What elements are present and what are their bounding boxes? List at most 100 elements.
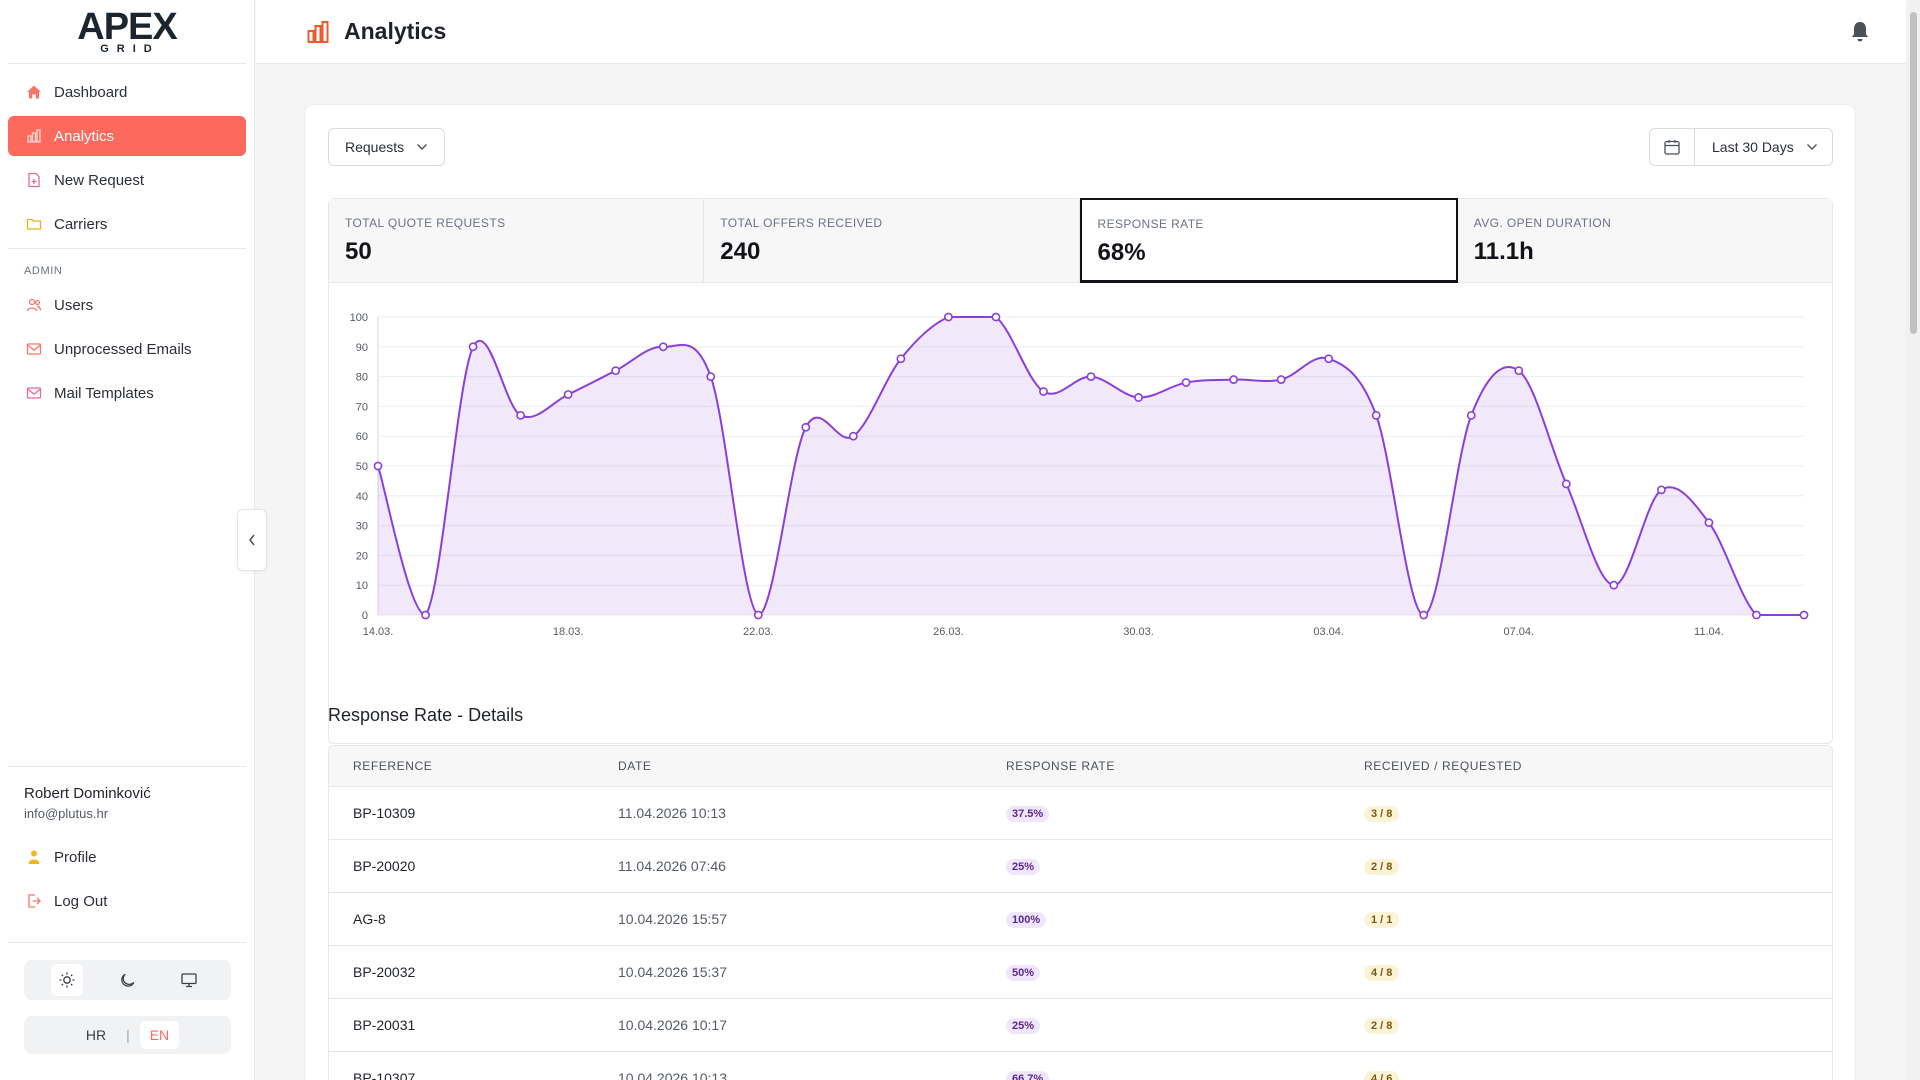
nav-item-logout[interactable]: Log Out — [8, 881, 246, 921]
response-rate-chart: 0 10 20 30 40 50 60 70 80 90 100 14.03. 18.03. 22.03.… — [329, 283, 1832, 743]
scrollbar-thumb[interactable] — [1910, 12, 1917, 334]
bell-icon[interactable] — [1850, 20, 1870, 42]
response-rate-badge: 66.7% — [1006, 1071, 1050, 1080]
column-header-date[interactable]: DATE — [618, 759, 652, 773]
data-point — [1229, 375, 1238, 384]
sidebar-collapse-button[interactable] — [237, 509, 267, 571]
theme-system-button[interactable] — [173, 964, 205, 996]
nav-item-mail-templates[interactable]: Mail Templates — [8, 373, 246, 413]
nav-label: Mail Templates — [54, 384, 154, 402]
language-hr-button[interactable]: HR — [85, 1027, 107, 1043]
nav-item-unprocessed-emails[interactable]: Unprocessed Emails — [8, 329, 246, 369]
cell-reference: BP-10309 — [353, 805, 416, 821]
logo[interactable]: APEX GRID — [8, 0, 246, 64]
table-row[interactable]: BP-20032 10.04.2026 15:37 50% 4 / 8 — [329, 946, 1832, 999]
date-range-dropdown[interactable]: Last 30 Days — [1649, 128, 1833, 166]
nav-item-dashboard[interactable]: Dashboard — [8, 72, 246, 112]
nav-item-carriers[interactable]: Carriers — [8, 204, 246, 244]
table-row[interactable]: AG-8 10.04.2026 15:57 100% 1 / 1 — [329, 893, 1832, 946]
data-point — [896, 354, 906, 364]
data-point — [1134, 393, 1143, 402]
table-row[interactable]: BP-10307 10.04.2026 10:13 66.7% 4 / 6 — [329, 1052, 1832, 1080]
chevron-down-icon — [1807, 144, 1817, 150]
data-point — [706, 372, 716, 381]
nav-item-profile[interactable]: Profile — [8, 837, 246, 877]
data-point — [801, 422, 811, 432]
nav-label: Analytics — [54, 127, 115, 145]
cell-received-requested: 4 / 8 — [1364, 963, 1832, 981]
cell-response-rate: 37.5% — [1006, 804, 1364, 822]
x-tick-label: 26.03. — [933, 626, 964, 638]
nav-item-analytics[interactable]: Analytics — [8, 116, 246, 156]
kpi-tabs: TOTAL QUOTE REQUESTS 50 TOTAL OFFERS REC… — [329, 198, 1832, 283]
response-rate-badge: 100% — [1006, 912, 1047, 928]
cell-date: 11.04.2026 10:13 — [618, 805, 726, 821]
cell-response-rate: 100% — [1006, 910, 1364, 928]
theme-light-button[interactable] — [50, 964, 83, 996]
column-header-received-requested[interactable]: RECEIVED / REQUESTED — [1364, 759, 1523, 773]
mail-icon — [26, 343, 42, 355]
response-rate-badge: 37.5% — [1006, 806, 1050, 822]
language-en-button[interactable]: EN — [139, 1021, 180, 1049]
main-nav: Dashboard Analytics New Request Carriers… — [0, 64, 254, 425]
theme-dark-button[interactable] — [112, 964, 144, 996]
y-tick-label: 50 — [356, 461, 368, 473]
date-range-value: Last 30 Days — [1712, 139, 1794, 155]
response-rate-badge: 25% — [1006, 1018, 1041, 1034]
kpi-value: 68% — [1097, 239, 1146, 266]
data-point — [1039, 387, 1048, 396]
kpi-label: AVG. OPEN DURATION — [1473, 216, 1612, 230]
cell-response-rate: 25% — [1006, 857, 1364, 875]
kpi-total-offers-received[interactable]: TOTAL OFFERS RECEIVED 240 — [704, 199, 1080, 282]
language-toggle: HR | EN — [24, 1016, 231, 1054]
data-point — [421, 610, 430, 620]
data-point — [1799, 610, 1809, 620]
received-requested-badge: 4 / 8 — [1364, 965, 1400, 981]
logo-subtitle: GRID — [100, 43, 160, 55]
table-row[interactable]: BP-20031 10.04.2026 10:17 25% 2 / 8 — [329, 999, 1832, 1052]
response-rate-badge: 25% — [1006, 859, 1041, 875]
column-header-response-rate[interactable]: RESPONSE RATE — [1006, 759, 1115, 773]
x-tick-label: 22.03. — [743, 626, 774, 638]
details-title: Response Rate - Details — [328, 705, 524, 725]
nav-item-users[interactable]: Users — [8, 285, 246, 325]
kpi-total-quote-requests[interactable]: TOTAL QUOTE REQUESTS 50 — [329, 199, 705, 282]
y-tick-label: 10 — [356, 580, 368, 592]
file-plus-icon — [28, 172, 40, 188]
table-header: REFERENCE DATE RESPONSE RATE RECEIVED / … — [329, 746, 1832, 787]
data-point — [1752, 610, 1761, 620]
moon-icon — [120, 973, 134, 987]
table-row[interactable]: BP-20020 11.04.2026 07:46 25% 2 / 8 — [329, 840, 1832, 893]
x-tick-label: 30.03. — [1123, 626, 1154, 638]
admin-section-label: ADMIN — [24, 265, 63, 277]
table-row[interactable]: BP-10309 11.04.2026 10:13 37.5% 3 / 8 — [329, 787, 1832, 840]
cell-date: 11.04.2026 07:46 — [618, 858, 726, 874]
received-requested-badge: 3 / 8 — [1364, 806, 1400, 822]
user-name: Robert Dominković — [24, 785, 151, 802]
calendar-button[interactable] — [1650, 129, 1695, 165]
page-scrollbar[interactable] — [1906, 0, 1920, 1080]
cell-reference: BP-20020 — [353, 858, 416, 874]
cell-reference: BP-20032 — [353, 964, 416, 980]
column-header-reference[interactable]: REFERENCE — [353, 759, 433, 773]
received-requested-badge: 1 / 1 — [1364, 912, 1400, 928]
kpi-avg-open-duration[interactable]: AVG. OPEN DURATION 11.1h — [1458, 199, 1832, 282]
chevron-left-icon — [249, 534, 255, 546]
analytics-card: Requests Last 30 Days TOTAL QUOTE REQUES… — [304, 104, 1856, 1080]
nav-item-new-request[interactable]: New Request — [8, 160, 246, 200]
nav-label: Log Out — [54, 892, 108, 910]
kpi-response-rate[interactable]: RESPONSE RATE 68% — [1079, 198, 1458, 283]
metric-dropdown[interactable]: Requests — [328, 128, 445, 166]
theme-toggle — [24, 960, 231, 1000]
bar-chart-icon — [27, 129, 41, 143]
y-tick-label: 0 — [362, 610, 368, 622]
data-point — [1466, 410, 1476, 420]
nav-label: Users — [54, 296, 94, 314]
cell-response-rate: 25% — [1006, 1016, 1364, 1034]
kpi-value: 11.1h — [1473, 238, 1534, 265]
data-point — [516, 410, 525, 420]
kpi-value: 50 — [345, 238, 372, 265]
home-icon — [27, 85, 41, 99]
language-divider: | — [126, 1027, 130, 1043]
chart-svg: 0 10 20 30 40 50 60 70 80 90 100 14.03. 18.03. 22.03.… — [350, 312, 1809, 638]
